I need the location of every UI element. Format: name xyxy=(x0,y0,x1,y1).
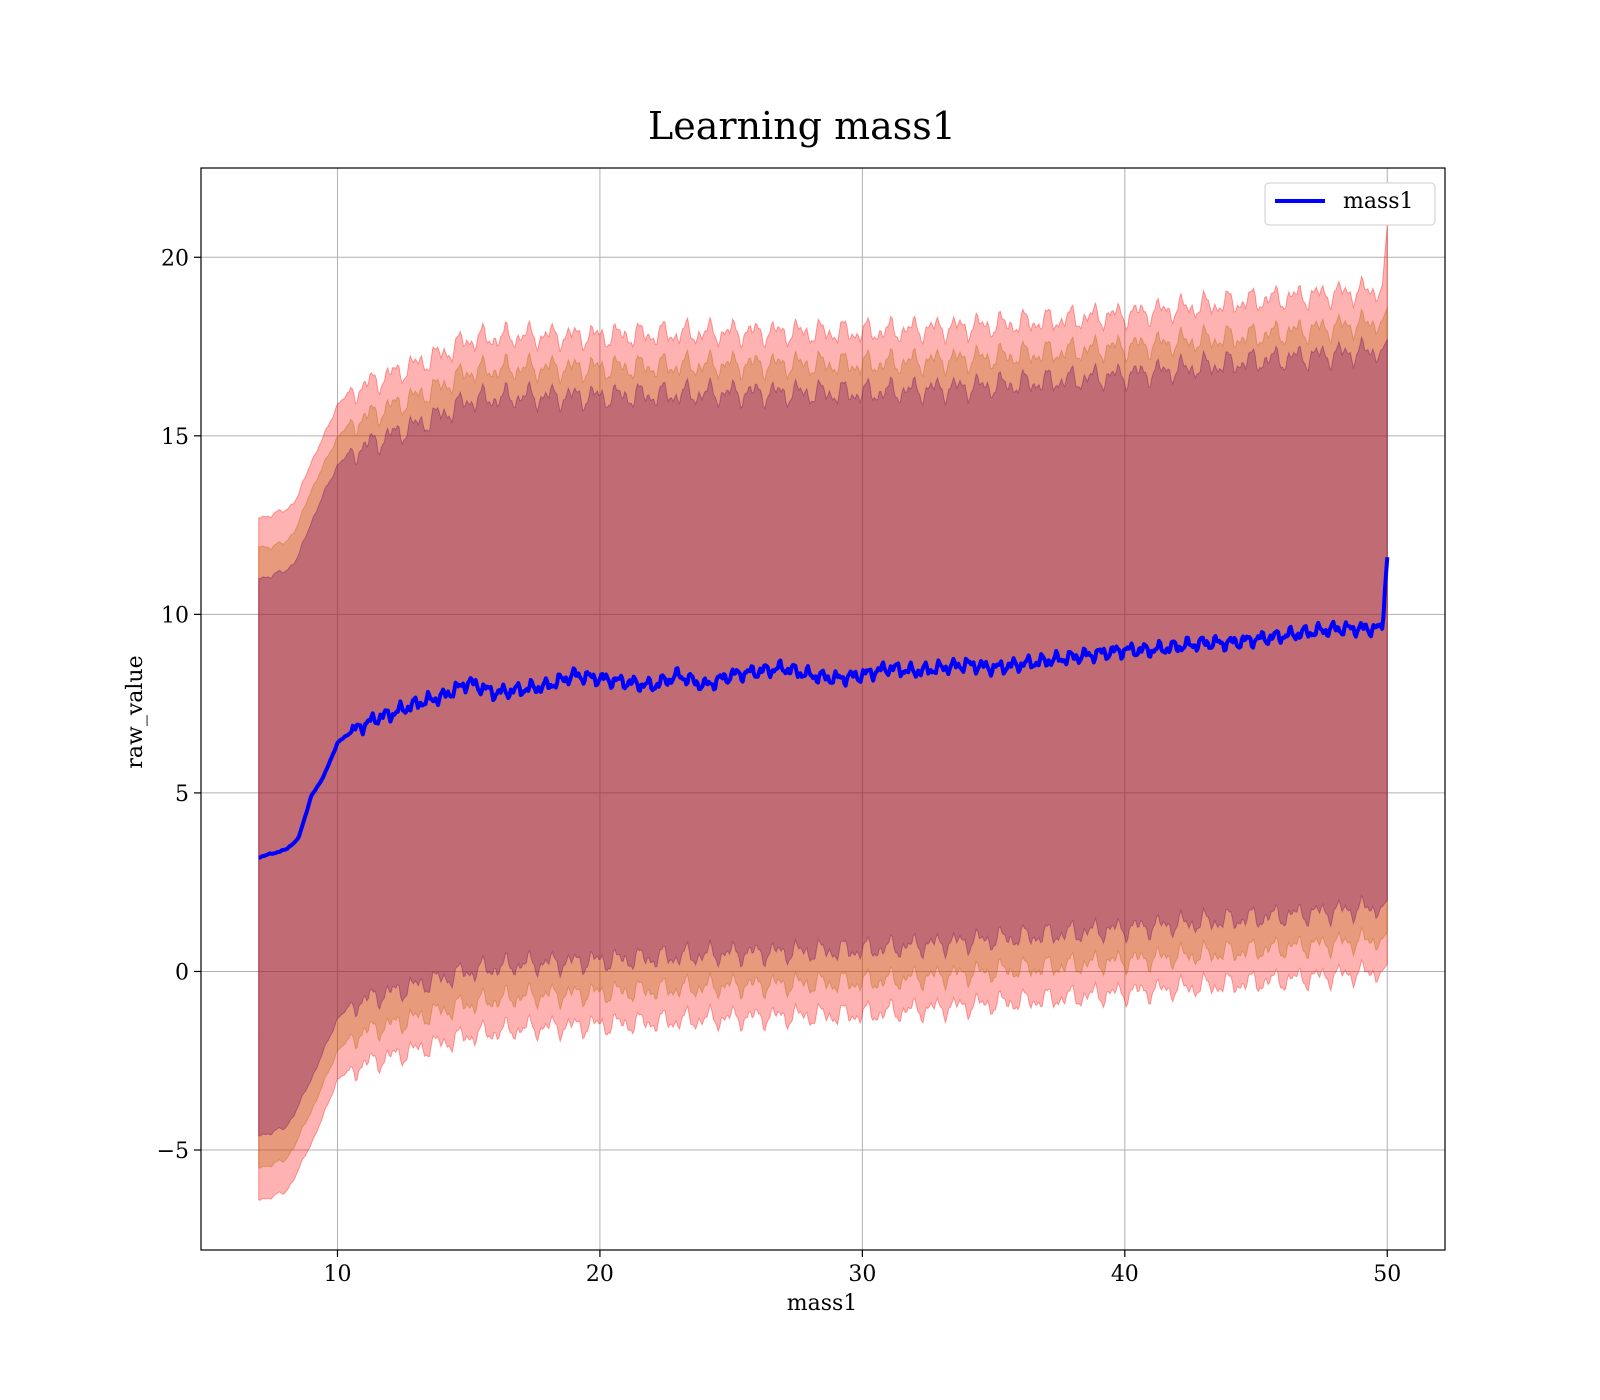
y-tick-label: 0 xyxy=(175,960,189,985)
plot-frame xyxy=(200,167,1446,1251)
x-tick-label: 30 xyxy=(848,1262,876,1287)
legend: mass1 xyxy=(1264,182,1436,226)
x-axis-ticks: 10 20 30 40 50 xyxy=(323,1250,1401,1287)
legend-label-mass1: mass1 xyxy=(1343,189,1414,214)
y-tick-label: 15 xyxy=(161,425,189,450)
x-axis-label: mass1 xyxy=(787,1291,858,1316)
confidence-band xyxy=(258,307,1388,1169)
confidence-bands xyxy=(258,225,1388,1201)
y-axis-ticks: −5 0 5 10 15 20 xyxy=(157,246,201,1164)
x-tick-label: 40 xyxy=(1111,1262,1139,1287)
x-tick-label: 20 xyxy=(586,1262,614,1287)
series-line-mass1 xyxy=(258,557,1390,860)
y-tick-label: 20 xyxy=(161,246,189,271)
confidence-band xyxy=(258,335,1388,1137)
x-tick-label: 10 xyxy=(323,1262,351,1287)
y-axis-label: raw_value xyxy=(123,655,148,768)
legend-box xyxy=(1264,182,1436,226)
x-tick-label: 50 xyxy=(1373,1262,1401,1287)
y-tick-label: −5 xyxy=(157,1139,189,1164)
y-tick-label: 5 xyxy=(175,782,189,807)
y-tick-label: 10 xyxy=(161,603,189,628)
series-lines xyxy=(258,557,1390,860)
confidence-band xyxy=(258,225,1388,1201)
grid xyxy=(201,168,1445,1250)
chart-title: Learning mass1 xyxy=(648,104,956,148)
